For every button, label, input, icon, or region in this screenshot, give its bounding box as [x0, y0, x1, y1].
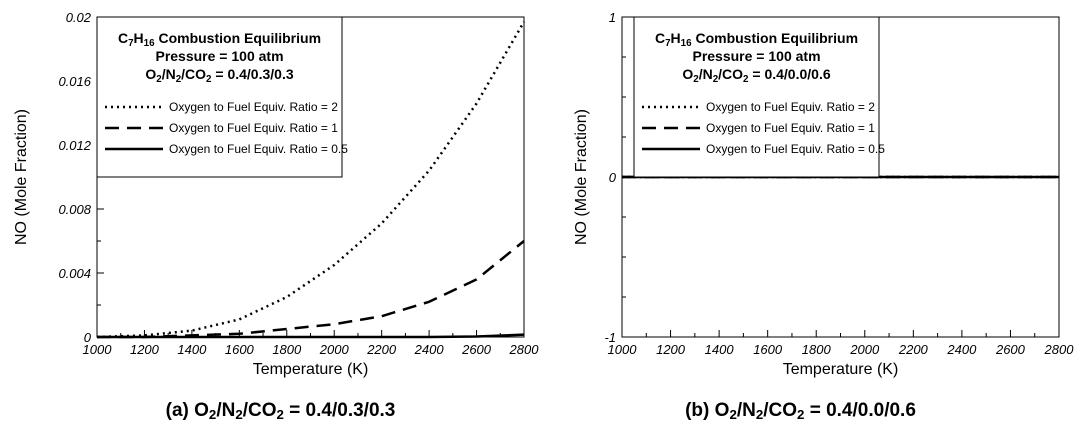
x-axis-label: Temperature (K) — [253, 361, 369, 378]
y-tick-label: 0.012 — [58, 138, 91, 153]
y-tick-label: 0.008 — [58, 202, 91, 217]
x-tick-label: 1800 — [802, 342, 832, 357]
x-tick-label: 2800 — [1044, 342, 1075, 357]
legend-entry: Oxygen to Fuel Equiv. Ratio = 0.5 — [706, 142, 885, 156]
legend-title-line: C7H16 Combustion Equilibrium — [118, 30, 321, 49]
x-tick-label: 1600 — [225, 342, 255, 357]
legend-title-line: O2/N2/CO2 = 0.4/0.0/0.6 — [682, 66, 830, 85]
series-line-solid — [97, 333, 525, 339]
legend-title-line: Pressure = 100 atm — [692, 48, 820, 64]
x-tick-label: 2200 — [898, 342, 929, 357]
x-tick-label: 2000 — [849, 342, 880, 357]
legend-entry: Oxygen to Fuel Equiv. Ratio = 0.5 — [169, 142, 348, 156]
legend-entry: Oxygen to Fuel Equiv. Ratio = 1 — [169, 121, 338, 135]
x-tick-label: 1400 — [705, 342, 735, 357]
x-tick-label: 2800 — [509, 342, 540, 357]
x-tick-label: 1000 — [83, 342, 113, 357]
x-tick-label: 2400 — [414, 342, 445, 357]
y-tick-label: 0.016 — [58, 74, 91, 89]
chart-panel-b: 1000 1200 1400 1600 1800 2000 2200 2400 2600 2800… — [573, 10, 1074, 422]
y-tick-label: 0.004 — [58, 266, 91, 281]
y-axis-label: NO (Mole Fraction) — [13, 109, 30, 245]
legend-box — [633, 16, 880, 178]
y-tick-label: 0 — [609, 170, 617, 185]
x-tick-label: 1400 — [177, 342, 207, 357]
y-tick-label: -1 — [604, 330, 616, 345]
panel-caption: (b) O2/N2/CO2 = 0.4/0.0/0.6 — [685, 400, 916, 422]
y-tick-label: 0 — [84, 330, 92, 345]
panel-caption: (a) O2/N2/CO2 = 0.4/0.3/0.3 — [166, 400, 396, 422]
x-tick-label: 2200 — [366, 342, 397, 357]
y-tick-label: 1 — [609, 10, 616, 25]
x-tick-label: 1200 — [656, 342, 686, 357]
x-tick-label: 2600 — [461, 342, 492, 357]
chart-panel-a: 1000 1200 1400 1600 1800 2000 2200 2400 2600 2800… — [13, 10, 539, 422]
x-tick-label: 2600 — [995, 342, 1026, 357]
legend-entry: Oxygen to Fuel Equiv. Ratio = 2 — [706, 100, 875, 114]
x-tick-label: 1800 — [272, 342, 302, 357]
x-axis-label: Temperature (K) — [783, 361, 899, 378]
x-tick-label: 2400 — [946, 342, 977, 357]
y-tick-label: 0.02 — [66, 10, 92, 25]
legend-title-line: O2/N2/CO2 = 0.4/0.3/0.3 — [145, 66, 293, 85]
legend-entry: Oxygen to Fuel Equiv. Ratio = 2 — [169, 100, 338, 114]
legend-title-line: Pressure = 100 atm — [155, 48, 283, 64]
legend-box — [96, 16, 343, 178]
x-tick-label: 2000 — [319, 342, 350, 357]
legend-entry: Oxygen to Fuel Equiv. Ratio = 1 — [706, 121, 875, 135]
x-tick-label: 1600 — [753, 342, 783, 357]
x-tick-label: 1200 — [130, 342, 160, 357]
series-line-dashed — [97, 240, 525, 339]
x-tick-label: 1000 — [608, 342, 638, 357]
legend-title-line: C7H16 Combustion Equilibrium — [655, 30, 858, 49]
y-axis-label: NO (Mole Fraction) — [573, 109, 590, 245]
